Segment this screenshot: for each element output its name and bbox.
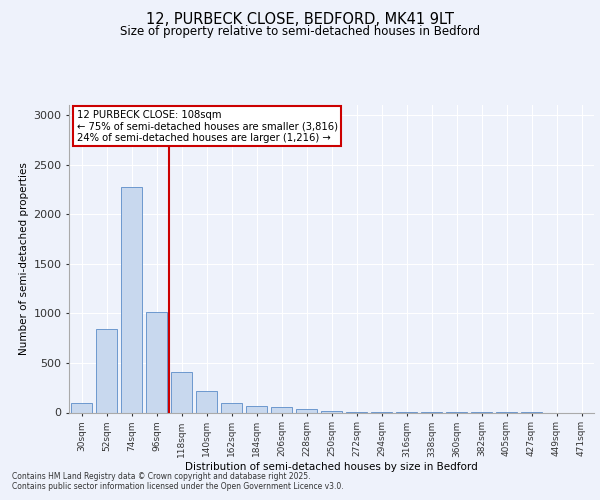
- X-axis label: Distribution of semi-detached houses by size in Bedford: Distribution of semi-detached houses by …: [185, 462, 478, 472]
- Bar: [271, 407, 292, 412]
- Bar: [96, 329, 117, 412]
- Bar: [246, 406, 267, 412]
- Bar: [171, 372, 192, 412]
- Bar: [121, 188, 142, 412]
- Text: Contains public sector information licensed under the Open Government Licence v3: Contains public sector information licen…: [12, 482, 344, 491]
- Bar: [296, 409, 317, 412]
- Text: Size of property relative to semi-detached houses in Bedford: Size of property relative to semi-detach…: [120, 25, 480, 38]
- Text: Contains HM Land Registry data © Crown copyright and database right 2025.: Contains HM Land Registry data © Crown c…: [12, 472, 311, 481]
- Text: 12, PURBECK CLOSE, BEDFORD, MK41 9LT: 12, PURBECK CLOSE, BEDFORD, MK41 9LT: [146, 12, 454, 28]
- Bar: [146, 312, 167, 412]
- Bar: [221, 402, 242, 412]
- Y-axis label: Number of semi-detached properties: Number of semi-detached properties: [19, 162, 29, 355]
- Bar: [321, 410, 342, 412]
- Text: 12 PURBECK CLOSE: 108sqm
← 75% of semi-detached houses are smaller (3,816)
24% o: 12 PURBECK CLOSE: 108sqm ← 75% of semi-d…: [77, 110, 338, 143]
- Bar: [71, 402, 92, 412]
- Bar: [196, 390, 217, 412]
